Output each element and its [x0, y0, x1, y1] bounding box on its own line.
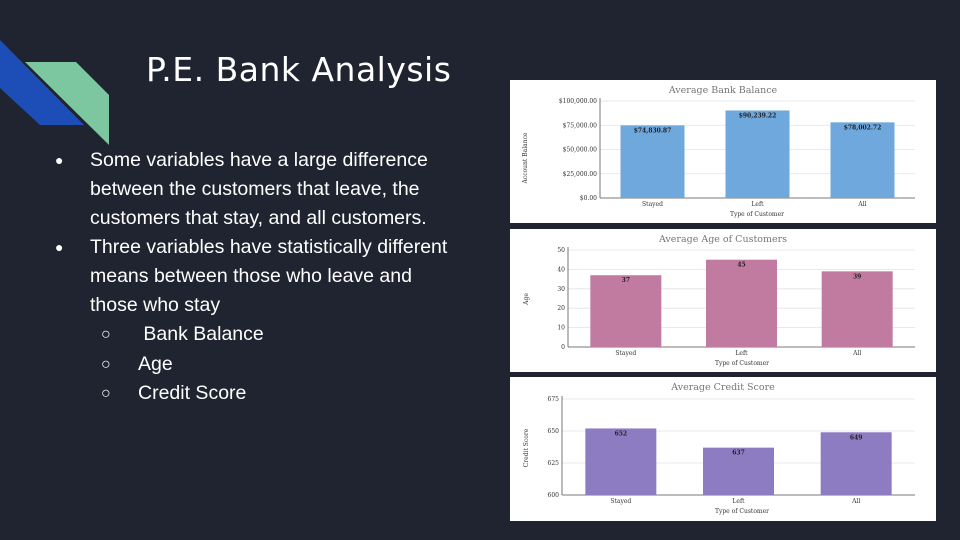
bar: [820, 432, 892, 495]
bar: [590, 275, 662, 347]
chart-credit-score: Average Credit Score Credit Score Type o…: [510, 377, 936, 521]
bullet-text: Three variables have statistically diffe…: [90, 236, 448, 316]
chart-title: Average Bank Balance: [668, 85, 778, 96]
chart-svg: Average Credit Score Credit Score Type o…: [523, 382, 915, 515]
y-tick-label: 10: [557, 325, 565, 332]
data-label: $74,830.87: [634, 127, 672, 134]
chart-svg: Average Bank Balance Account Balance Typ…: [522, 85, 915, 218]
x-tick-label: Left: [751, 201, 764, 208]
y-tick-label: 675: [548, 396, 560, 403]
decorative-chevron: [0, 40, 109, 145]
data-label: $90,239.22: [739, 112, 777, 119]
y-axis-label: Account Balance: [522, 132, 529, 184]
bullet-dot-icon: ●: [55, 152, 64, 168]
sub-bullet-item: ○ Credit Score: [55, 379, 465, 409]
y-tick-label: $0.00: [580, 195, 597, 202]
chevron-green-shape: [25, 62, 109, 145]
circle-bullet-icon: ○: [101, 326, 111, 343]
y-tick-label: $25,000.00: [563, 171, 598, 178]
y-tick-label: 0: [561, 344, 565, 351]
bullet-item: ● Three variables have statistically dif…: [55, 233, 465, 320]
data-label: 39: [853, 273, 861, 280]
sub-bullet-item: ○ Age: [55, 350, 465, 380]
y-tick-label: 625: [548, 460, 560, 467]
bar: [620, 125, 685, 198]
bullet-dot-icon: ●: [55, 239, 64, 255]
y-tick-label: 20: [557, 305, 565, 312]
bullet-text: Some variables have a large difference b…: [90, 149, 428, 229]
circle-bullet-icon: ○: [101, 355, 111, 373]
sub-bullet-item: ○ Bank Balance: [55, 320, 465, 350]
chevron-blue-shape: [0, 40, 84, 125]
y-axis-label: Credit Score: [523, 428, 530, 467]
x-axis-label: Type of Customer: [715, 360, 769, 367]
y-tick-label: 40: [557, 266, 565, 273]
x-tick-label: Left: [732, 498, 745, 505]
x-tick-label: All: [857, 201, 866, 208]
y-tick-label: $50,000.00: [563, 147, 598, 154]
chart-svg: Average Age of Customers Age Type of Cus…: [523, 234, 915, 367]
data-label: 649: [850, 434, 863, 441]
x-tick-label: All: [852, 350, 861, 357]
x-tick-label: Stayed: [615, 350, 636, 357]
bullet-item: ● Some variables have a large difference…: [55, 146, 465, 233]
data-label: $78,002.72: [844, 124, 882, 131]
bar: [585, 428, 657, 495]
data-label: 637: [732, 450, 745, 457]
sub-bullet-text: Credit Score: [138, 382, 247, 404]
y-tick-label: 50: [557, 247, 565, 254]
bar: [725, 110, 790, 198]
data-label: 45: [737, 262, 745, 269]
bullet-list: ● Some variables have a large difference…: [55, 146, 465, 409]
chart-title: Average Age of Customers: [658, 234, 787, 245]
chart-bank-balance: Average Bank Balance Account Balance Typ…: [510, 80, 936, 223]
chart-age: Average Age of Customers Age Type of Cus…: [510, 229, 936, 372]
data-label: 37: [622, 277, 630, 284]
circle-bullet-icon: ○: [101, 385, 111, 402]
data-label: 652: [615, 430, 628, 437]
x-tick-label: All: [851, 498, 860, 505]
slide-title: P.E. Bank Analysis: [146, 50, 452, 89]
y-tick-label: 600: [548, 492, 560, 499]
y-tick-label: 30: [557, 286, 565, 293]
x-axis-label: Type of Customer: [715, 508, 769, 515]
bar: [706, 259, 777, 347]
y-axis-label: Age: [523, 293, 530, 306]
bar: [821, 271, 893, 347]
bar: [703, 447, 774, 495]
x-axis-label: Type of Customer: [730, 211, 784, 218]
sub-bullet-text: Age: [138, 352, 173, 375]
bar: [830, 122, 895, 198]
x-tick-label: Stayed: [642, 201, 663, 208]
y-tick-label: $75,000.00: [563, 122, 598, 129]
y-tick-label: 650: [548, 428, 560, 435]
y-tick-label: $100,000.00: [559, 98, 597, 105]
x-tick-label: Stayed: [610, 498, 631, 505]
chart-title: Average Credit Score: [670, 382, 775, 393]
x-tick-label: Left: [735, 350, 748, 357]
sub-bullet-text: Bank Balance: [138, 323, 264, 345]
